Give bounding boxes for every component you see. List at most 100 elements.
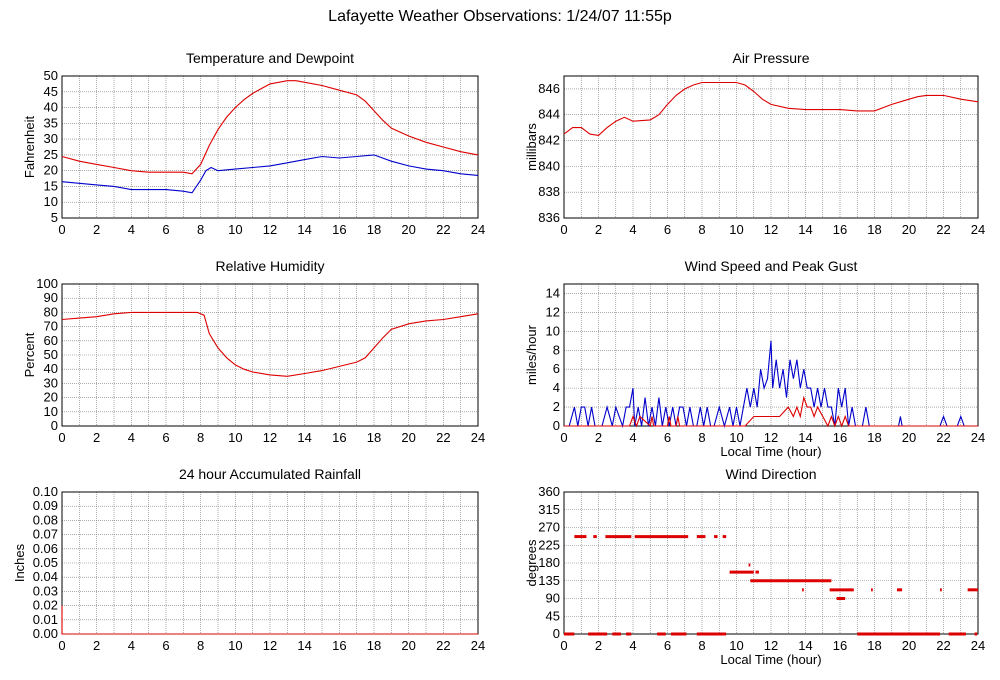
y-tick-label: 0.06 xyxy=(33,541,58,556)
x-tick-label: 22 xyxy=(436,638,450,653)
y-tick-label: 30 xyxy=(44,131,58,146)
x-tick-label: 10 xyxy=(729,638,743,653)
y-tick-label: 35 xyxy=(44,115,58,130)
x-tick-label: 24 xyxy=(971,430,985,445)
x-tick-label: 8 xyxy=(197,638,204,653)
y-tick-label: 90 xyxy=(44,290,58,305)
x-tick-label: 2 xyxy=(595,430,602,445)
x-tick-label: 12 xyxy=(263,638,277,653)
y-tick-label: 50 xyxy=(44,347,58,362)
x-tick-label: 20 xyxy=(902,638,916,653)
press-series-0-line xyxy=(563,81,979,136)
x-tick-label: 20 xyxy=(401,638,415,653)
x-tick-label: 2 xyxy=(93,430,100,445)
page-title: Lafayette Weather Observations: 1/24/07 … xyxy=(328,8,672,25)
x-tick-label: 4 xyxy=(629,430,636,445)
chart-title: Wind Speed and Peak Gust xyxy=(685,258,858,274)
x-tick-label: 18 xyxy=(367,222,381,237)
y-tick-label: 842 xyxy=(538,133,560,148)
x-tick-label: 20 xyxy=(902,430,916,445)
y-tick-label: 0.02 xyxy=(33,598,58,613)
x-axis-label: Local Time (hour) xyxy=(720,444,821,459)
x-tick-label: 0 xyxy=(58,430,65,445)
plot-frame xyxy=(563,75,979,219)
x-tick-label: 16 xyxy=(833,638,847,653)
x-tick-label: 10 xyxy=(729,222,743,237)
x-tick-label: 24 xyxy=(971,638,985,653)
x-tick-label: 10 xyxy=(228,222,242,237)
x-tick-label: 2 xyxy=(595,222,602,237)
y-tick-label: 45 xyxy=(546,608,560,623)
temp-series-0-line xyxy=(61,80,479,175)
y-tick-label: 360 xyxy=(538,484,560,499)
x-tick-label: 8 xyxy=(698,222,705,237)
chart-title: 24 hour Accumulated Rainfall xyxy=(179,466,361,482)
wind-series-0-line xyxy=(564,340,978,429)
x-axis-label: Local Time (hour) xyxy=(720,652,821,667)
x-tick-label: 16 xyxy=(332,222,346,237)
y-tick-label: 2 xyxy=(553,399,560,414)
x-tick-label: 16 xyxy=(833,222,847,237)
wind-chart xyxy=(563,283,979,429)
x-tick-label: 4 xyxy=(128,222,135,237)
y-tick-label: 10 xyxy=(44,194,58,209)
y-tick-label: 100 xyxy=(36,276,58,291)
x-tick-label: 10 xyxy=(228,430,242,445)
y-axis-label: Fahrenheit xyxy=(22,116,37,179)
y-tick-label: 5 xyxy=(51,210,58,225)
y-tick-label: 0.03 xyxy=(33,583,58,598)
x-tick-label: 10 xyxy=(228,638,242,653)
chart-title: Wind Direction xyxy=(725,466,816,482)
x-tick-label: 0 xyxy=(560,638,567,653)
x-tick-label: 24 xyxy=(971,222,985,237)
x-tick-label: 14 xyxy=(297,638,311,653)
y-tick-label: 270 xyxy=(538,520,560,535)
y-tick-label: 14 xyxy=(546,285,560,300)
y-tick-label: 840 xyxy=(538,158,560,173)
y-tick-label: 4 xyxy=(553,380,560,395)
y-tick-label: 12 xyxy=(546,304,560,319)
y-tick-label: 0.07 xyxy=(33,527,58,542)
x-tick-label: 4 xyxy=(128,430,135,445)
x-tick-label: 12 xyxy=(263,430,277,445)
y-tick-label: 838 xyxy=(538,184,560,199)
y-tick-label: 844 xyxy=(538,107,560,122)
x-tick-label: 24 xyxy=(471,430,485,445)
y-tick-label: 60 xyxy=(44,333,58,348)
x-tick-label: 14 xyxy=(297,430,311,445)
plot-frame xyxy=(61,283,479,427)
chart-title: Air Pressure xyxy=(732,50,809,66)
x-tick-label: 14 xyxy=(798,638,812,653)
y-tick-label: 315 xyxy=(538,502,560,517)
y-tick-label: 0 xyxy=(553,418,560,433)
y-axis-label: degrees xyxy=(524,539,539,586)
x-tick-label: 22 xyxy=(436,430,450,445)
y-tick-label: 0 xyxy=(553,626,560,641)
x-tick-label: 0 xyxy=(560,430,567,445)
x-tick-label: 20 xyxy=(902,222,916,237)
rain-chart xyxy=(61,491,479,635)
x-tick-label: 12 xyxy=(764,638,778,653)
x-tick-label: 18 xyxy=(867,430,881,445)
y-tick-label: 30 xyxy=(44,375,58,390)
x-tick-label: 6 xyxy=(664,222,671,237)
x-tick-label: 8 xyxy=(698,430,705,445)
temp-series-1-line xyxy=(61,154,479,194)
temp-chart xyxy=(61,75,479,219)
y-tick-label: 70 xyxy=(44,319,58,334)
x-tick-label: 12 xyxy=(764,222,778,237)
x-tick-label: 10 xyxy=(729,430,743,445)
y-tick-label: 0.09 xyxy=(33,498,58,513)
y-tick-label: 8 xyxy=(553,342,560,357)
y-tick-label: 45 xyxy=(44,84,58,99)
y-axis-label: Inches xyxy=(12,543,27,582)
x-tick-label: 22 xyxy=(936,638,950,653)
y-tick-label: 846 xyxy=(538,81,560,96)
y-tick-label: 135 xyxy=(538,573,560,588)
x-tick-label: 22 xyxy=(936,222,950,237)
y-tick-label: 836 xyxy=(538,210,560,225)
y-tick-label: 0 xyxy=(51,418,58,433)
plot-frame xyxy=(563,283,979,427)
y-tick-label: 80 xyxy=(44,304,58,319)
y-tick-label: 10 xyxy=(546,323,560,338)
